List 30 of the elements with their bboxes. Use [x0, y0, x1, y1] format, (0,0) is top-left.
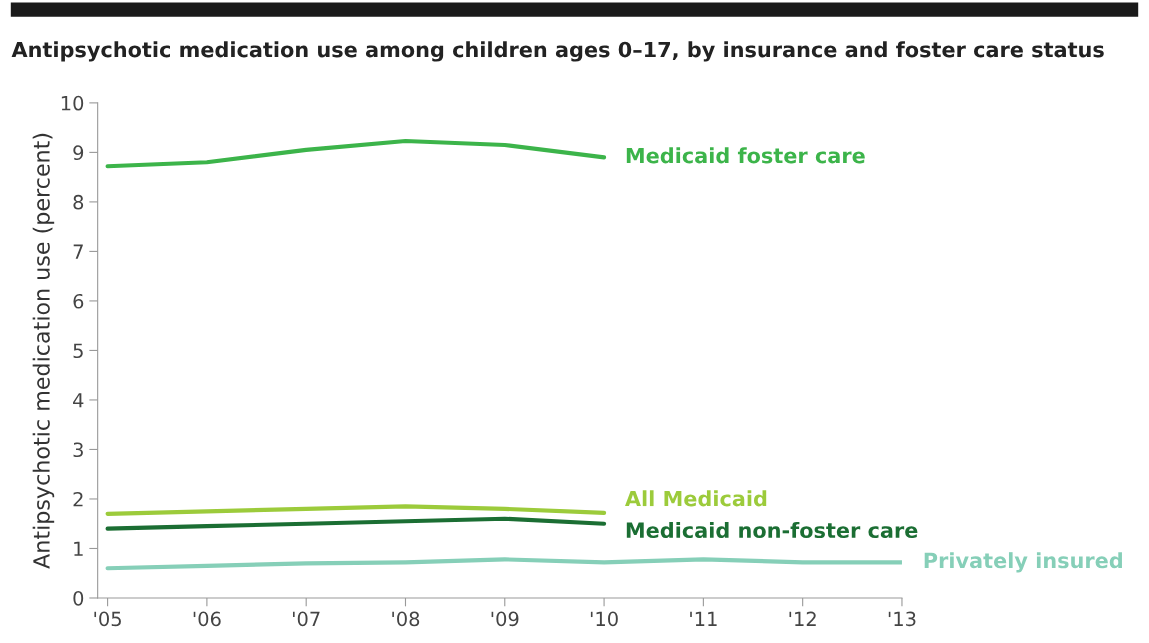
y-tick-label: 10 [61, 95, 84, 111]
y-tick-label: 6 [73, 293, 84, 309]
y-tick-label: 8 [73, 194, 84, 210]
x-tick-label: '12 [789, 611, 816, 626]
y-axis-title: Antipsychotic medication use (percent) [32, 133, 55, 569]
series-label: Privately insured [924, 552, 1122, 573]
x-tick-label: '13 [888, 611, 916, 627]
y-tick-label: 3 [73, 442, 83, 458]
x-tick-label: '09 [491, 611, 519, 627]
x-tick-label: '10 [590, 611, 618, 627]
y-tick-label: 7 [73, 244, 83, 259]
series-label: All Medicaid [625, 490, 767, 507]
line-series [105, 504, 607, 516]
series-label: Medicaid non-foster care [626, 521, 918, 539]
line-series [105, 138, 607, 169]
y-tick-label: 1 [74, 541, 83, 556]
y-tick-label: 5 [73, 343, 83, 359]
series-label: Medicaid foster care [626, 147, 865, 164]
y-tick-label: 2 [73, 491, 83, 507]
x-tick-label: '08 [392, 611, 420, 627]
y-tick-label: 9 [73, 145, 84, 161]
y-tick-label: 0 [73, 590, 84, 606]
line-series [105, 516, 607, 531]
line-series [105, 557, 902, 571]
chart-title: Antipsychotic medication use among children ages 0–17, by insurance and foster care status [11, 41, 1104, 62]
x-tick-label: '11 [690, 611, 717, 626]
x-tick-label: '05 [94, 611, 121, 627]
y-tick-label: 4 [73, 393, 84, 408]
x-tick-label: '06 [193, 611, 221, 627]
x-tick-label: '07 [293, 611, 320, 627]
